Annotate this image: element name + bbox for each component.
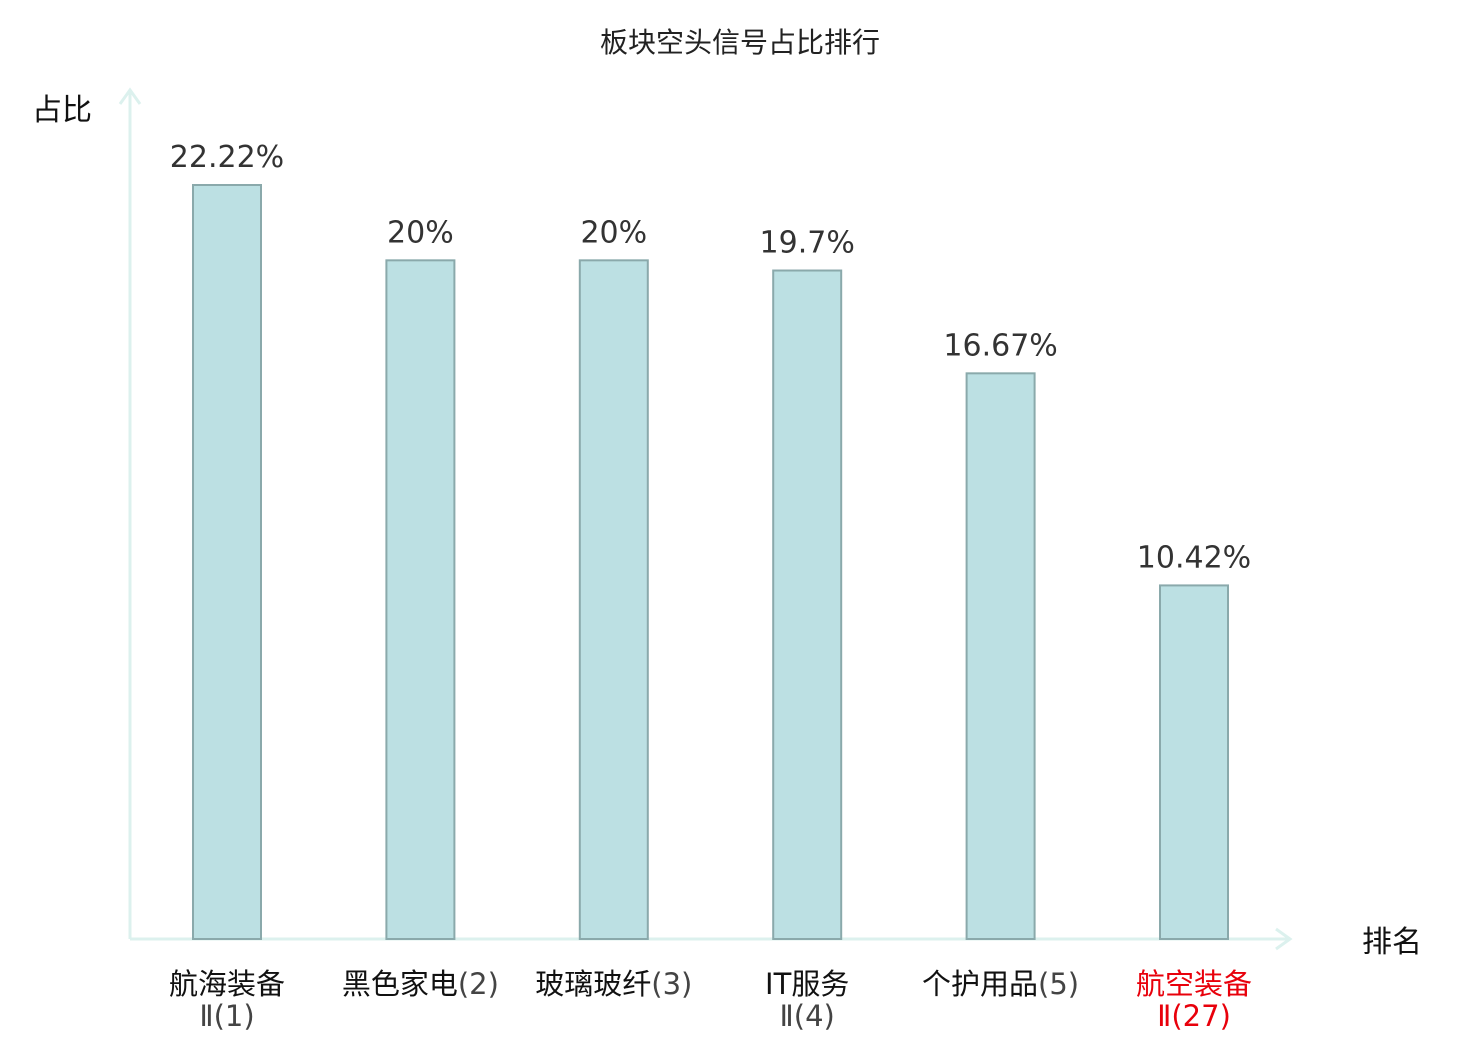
x-tick-label-rank: (3) xyxy=(651,967,692,1001)
x-tick-label-rank: (2) xyxy=(458,967,499,1001)
x-tick-label: 黑色家电(2) xyxy=(342,967,499,1001)
x-tick-label-name: 黑色家电 xyxy=(342,967,458,1001)
bar xyxy=(578,259,649,940)
x-tick-label-rank: (5) xyxy=(1038,967,1079,1001)
x-axis-arrow-icon xyxy=(1275,927,1293,951)
x-tick-label-name: 个护用品 xyxy=(922,967,1038,1001)
bar xyxy=(772,269,843,940)
x-tick-label-rank: Ⅱ(27) xyxy=(1157,999,1231,1033)
data-label: 16.67% xyxy=(943,328,1057,363)
x-tick-label-name: IT服务 xyxy=(765,967,849,1001)
data-label: 22.22% xyxy=(170,140,284,175)
bar xyxy=(965,372,1036,940)
x-tick-label-text: 个护用品(5) xyxy=(922,967,1079,1001)
value-labels: 22.22% 20% 20% 19.7% 16.67% 10.42% xyxy=(170,140,1251,575)
y-axis-arrow-icon xyxy=(118,87,142,105)
bar-series xyxy=(192,184,1229,941)
x-tick-label: 玻璃玻纤(3) xyxy=(535,967,692,1001)
data-label: 19.7% xyxy=(760,226,855,261)
x-axis-label: 排名 xyxy=(1362,925,1422,960)
x-tick-label-rank: Ⅱ(1) xyxy=(199,999,254,1033)
x-tick-label-rank: Ⅱ(4) xyxy=(780,999,835,1033)
data-label: 10.42% xyxy=(1137,540,1251,575)
x-tick-label-text: 玻璃玻纤(3) xyxy=(535,967,692,1001)
data-label: 20% xyxy=(387,215,454,250)
y-axis-label: 占比 xyxy=(32,93,92,128)
axes xyxy=(118,87,1293,951)
x-tick-label-text: 黑色家电(2) xyxy=(342,967,499,1001)
bar xyxy=(1159,584,1229,941)
x-tick-label-name: 玻璃玻纤 xyxy=(535,967,651,1001)
bar xyxy=(192,184,262,940)
x-tick-label: 个护用品(5) xyxy=(922,967,1079,1001)
chart-title: 板块空头信号占比排行 xyxy=(600,26,880,59)
x-tick-label-name: 航空装备 xyxy=(1136,967,1252,1001)
data-label: 20% xyxy=(580,215,647,250)
bar xyxy=(385,259,456,940)
x-tick-label-name: 航海装备 xyxy=(169,967,285,1001)
